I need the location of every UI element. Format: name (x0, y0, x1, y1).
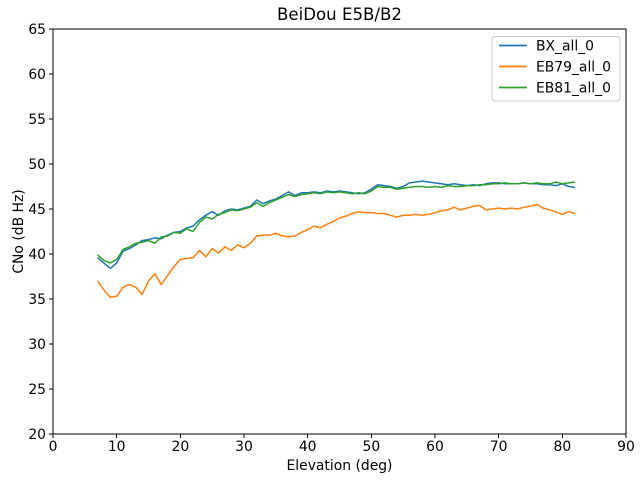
x-tick-label-3: 30 (235, 439, 253, 455)
x-tick-label-6: 60 (426, 439, 444, 455)
y-tick-label-2: 30 (28, 337, 46, 353)
y-tick-label-8: 60 (28, 67, 46, 83)
x-tick-label-2: 20 (171, 439, 189, 455)
series-line-BX_all_0 (97, 180, 576, 270)
y-tick-label-9: 65 (28, 22, 46, 38)
legend-box (491, 36, 621, 102)
y-tick-label-3: 35 (28, 292, 46, 308)
y-tick-label-4: 40 (28, 247, 46, 263)
y-tick-label-1: 25 (28, 382, 46, 398)
x-tick-label-9: 90 (617, 439, 635, 455)
x-tick-label-1: 10 (108, 439, 126, 455)
chart-render-root: 0 10 20 30 40 50 60 70 80 90 20 25 30 35 40 45 50 55 60 65 B… (28, 22, 635, 455)
series-line-EB79_all_0 (96, 203, 576, 298)
y-tick-label-0: 20 (28, 427, 46, 443)
x-tick-label-4: 40 (299, 439, 317, 455)
series-line-EB81_all_0 (97, 181, 576, 264)
x-tick-label-8: 80 (553, 439, 571, 455)
legend-label-EB79_all_0: EB79_all_0 (536, 60, 611, 76)
y-axis-label: CNo (dB Hz) (11, 189, 27, 273)
chart-title: BeiDou E5B/B2 (277, 5, 402, 24)
x-tick-label-5: 50 (362, 439, 380, 455)
x-tick-label-0: 0 (49, 439, 58, 455)
y-tick-label-5: 45 (28, 202, 46, 218)
x-tick-label-7: 70 (490, 439, 508, 455)
legend-label-BX_all_0: BX_all_0 (536, 39, 594, 55)
x-axis-label: Elevation (deg) (287, 458, 393, 474)
legend-label-EB81_all_0: EB81_all_0 (536, 81, 611, 97)
y-tick-label-6: 50 (28, 157, 46, 173)
y-tick-label-7: 55 (28, 112, 46, 128)
